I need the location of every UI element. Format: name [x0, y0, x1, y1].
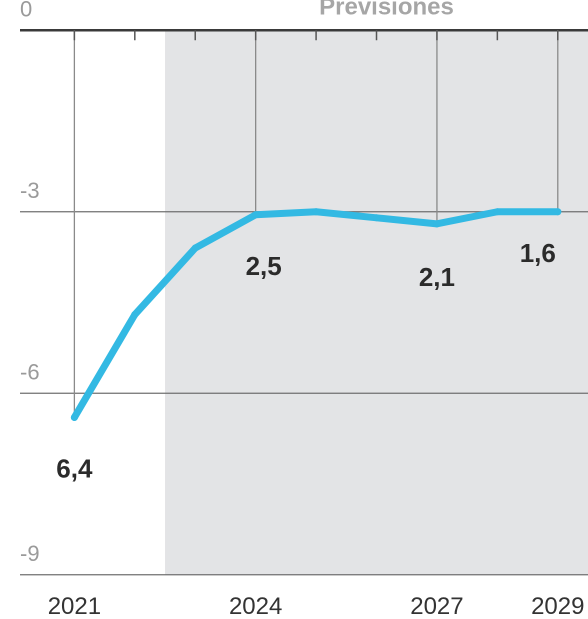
point-2021: [70, 413, 78, 421]
x-tick-2029: 2029: [531, 593, 584, 619]
y-axis-ticks: 0 -3 -6 -9: [20, 0, 40, 566]
minor-ticks: [73, 30, 559, 41]
point-2026: [373, 214, 381, 222]
data-label-2027: 2,1: [419, 262, 455, 292]
point-2024: [252, 211, 260, 219]
forecast-region: [165, 30, 588, 575]
forecast-label: Previsiones: [319, 0, 454, 20]
data-label-2024: 2,5: [246, 251, 282, 281]
point-2022: [131, 311, 139, 319]
series-points: [70, 208, 562, 421]
point-2029: [554, 208, 562, 216]
x-axis-ticks: 2021 2024 2027 2029: [48, 593, 585, 619]
point-2025: [312, 208, 320, 216]
point-2027: [433, 220, 441, 228]
point-2028: [493, 208, 501, 216]
y-tick--6: -6: [20, 359, 40, 384]
point-2023: [191, 244, 199, 252]
data-labels: 6,4 2,5 2,1 1,6: [56, 238, 556, 484]
y-tick--3: -3: [20, 178, 40, 203]
y-tick--9: -9: [20, 541, 40, 566]
x-tick-2027: 2027: [410, 593, 463, 619]
vertical-gridlines: [73, 30, 559, 418]
data-label-2029: 1,6: [520, 238, 556, 268]
x-tick-2024: 2024: [229, 593, 282, 619]
y-tick-0: 0: [20, 0, 32, 21]
data-label-2021: 6,4: [56, 453, 93, 483]
x-tick-2021: 2021: [48, 593, 101, 619]
